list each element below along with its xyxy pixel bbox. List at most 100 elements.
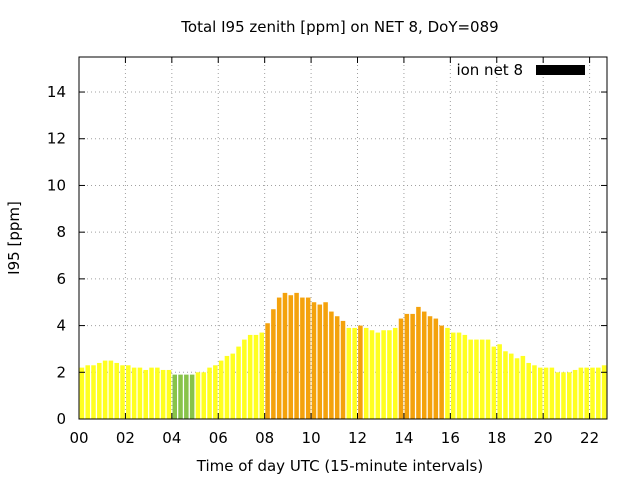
bar (305, 297, 311, 419)
bars (79, 292, 607, 419)
bar (207, 367, 212, 419)
y-tick-label: 12 (47, 130, 66, 148)
bar (195, 372, 201, 419)
bar (439, 325, 444, 419)
bar (561, 372, 566, 419)
bar (340, 320, 346, 419)
x-tick-label: 22 (580, 429, 599, 447)
bar (131, 367, 137, 419)
legend-label: ion net 8 (456, 61, 523, 79)
y-tick-labels: 0 2 4 6 8 10 12 14 (47, 83, 66, 428)
bar (85, 365, 90, 419)
bar (126, 365, 131, 419)
bar (311, 302, 317, 419)
bar (445, 327, 450, 419)
bar (91, 365, 96, 419)
y-tick-label: 10 (47, 176, 66, 194)
bar (491, 346, 497, 419)
bar (497, 344, 502, 419)
x-tick-label: 06 (209, 429, 228, 447)
bar (120, 365, 125, 419)
bar (79, 367, 85, 419)
bar (265, 323, 270, 419)
bar (108, 360, 114, 419)
bar (218, 360, 224, 419)
y-tick-label: 0 (56, 410, 66, 428)
bar (259, 332, 265, 419)
bar (375, 332, 381, 419)
bar (596, 367, 601, 419)
bar (567, 372, 572, 419)
x-tick-label: 10 (302, 429, 321, 447)
bar (247, 334, 253, 419)
bar (201, 372, 207, 419)
bar (242, 339, 247, 419)
bar (178, 374, 183, 419)
x-tick-label: 16 (441, 429, 460, 447)
bar (230, 353, 236, 419)
x-tick-label: 02 (116, 429, 135, 447)
bar (102, 360, 108, 419)
y-tick-label: 6 (56, 270, 66, 288)
bar (224, 355, 230, 419)
bar (294, 292, 299, 419)
x-axis-label: Time of day UTC (15-minute intervals) (196, 457, 483, 475)
bar (532, 365, 537, 419)
bar (538, 367, 543, 419)
bar (474, 339, 479, 419)
bar (363, 327, 369, 419)
bar (526, 362, 531, 419)
bar (485, 339, 491, 419)
bar (369, 330, 375, 419)
bar (421, 311, 427, 419)
bar (520, 355, 526, 419)
bar (549, 367, 555, 419)
bar (572, 369, 578, 419)
bar (271, 309, 276, 419)
y-tick-label: 4 (56, 317, 66, 335)
bar (300, 297, 305, 419)
bar (416, 306, 421, 419)
y-tick-label: 8 (56, 223, 66, 241)
y-tick-label: 14 (47, 83, 66, 101)
plot-frame (78, 56, 608, 420)
bar (236, 346, 241, 419)
bar (590, 367, 595, 419)
bar (329, 311, 334, 419)
bar (172, 374, 177, 419)
legend: ion net 8 (456, 61, 585, 79)
bar (509, 353, 514, 419)
bar (601, 365, 607, 419)
x-tick-label: 18 (487, 429, 506, 447)
bar (334, 316, 340, 419)
bar (143, 369, 148, 419)
bar (160, 369, 166, 419)
gridlines (79, 57, 607, 419)
y-axis-label: I95 [ppm] (5, 201, 23, 275)
bar (398, 318, 404, 419)
bar (276, 297, 282, 419)
bar (358, 325, 363, 419)
bar (514, 358, 520, 419)
x-tick-label: 04 (162, 429, 181, 447)
bar (450, 332, 456, 419)
bar (503, 351, 508, 419)
bar (584, 367, 589, 419)
bar (97, 362, 102, 419)
x-tick-label: 12 (348, 429, 367, 447)
y-tick-label: 2 (56, 363, 66, 381)
bar (149, 367, 154, 419)
bar (462, 334, 468, 419)
x-tick-label: 20 (534, 429, 553, 447)
bar (317, 304, 323, 419)
bar (114, 362, 119, 419)
bar (288, 295, 294, 419)
bar (189, 374, 195, 419)
bar (433, 318, 439, 419)
x-tick-label: 00 (69, 429, 88, 447)
bar (155, 367, 160, 419)
bar (346, 327, 352, 419)
bar (392, 327, 398, 419)
bar (137, 367, 143, 419)
